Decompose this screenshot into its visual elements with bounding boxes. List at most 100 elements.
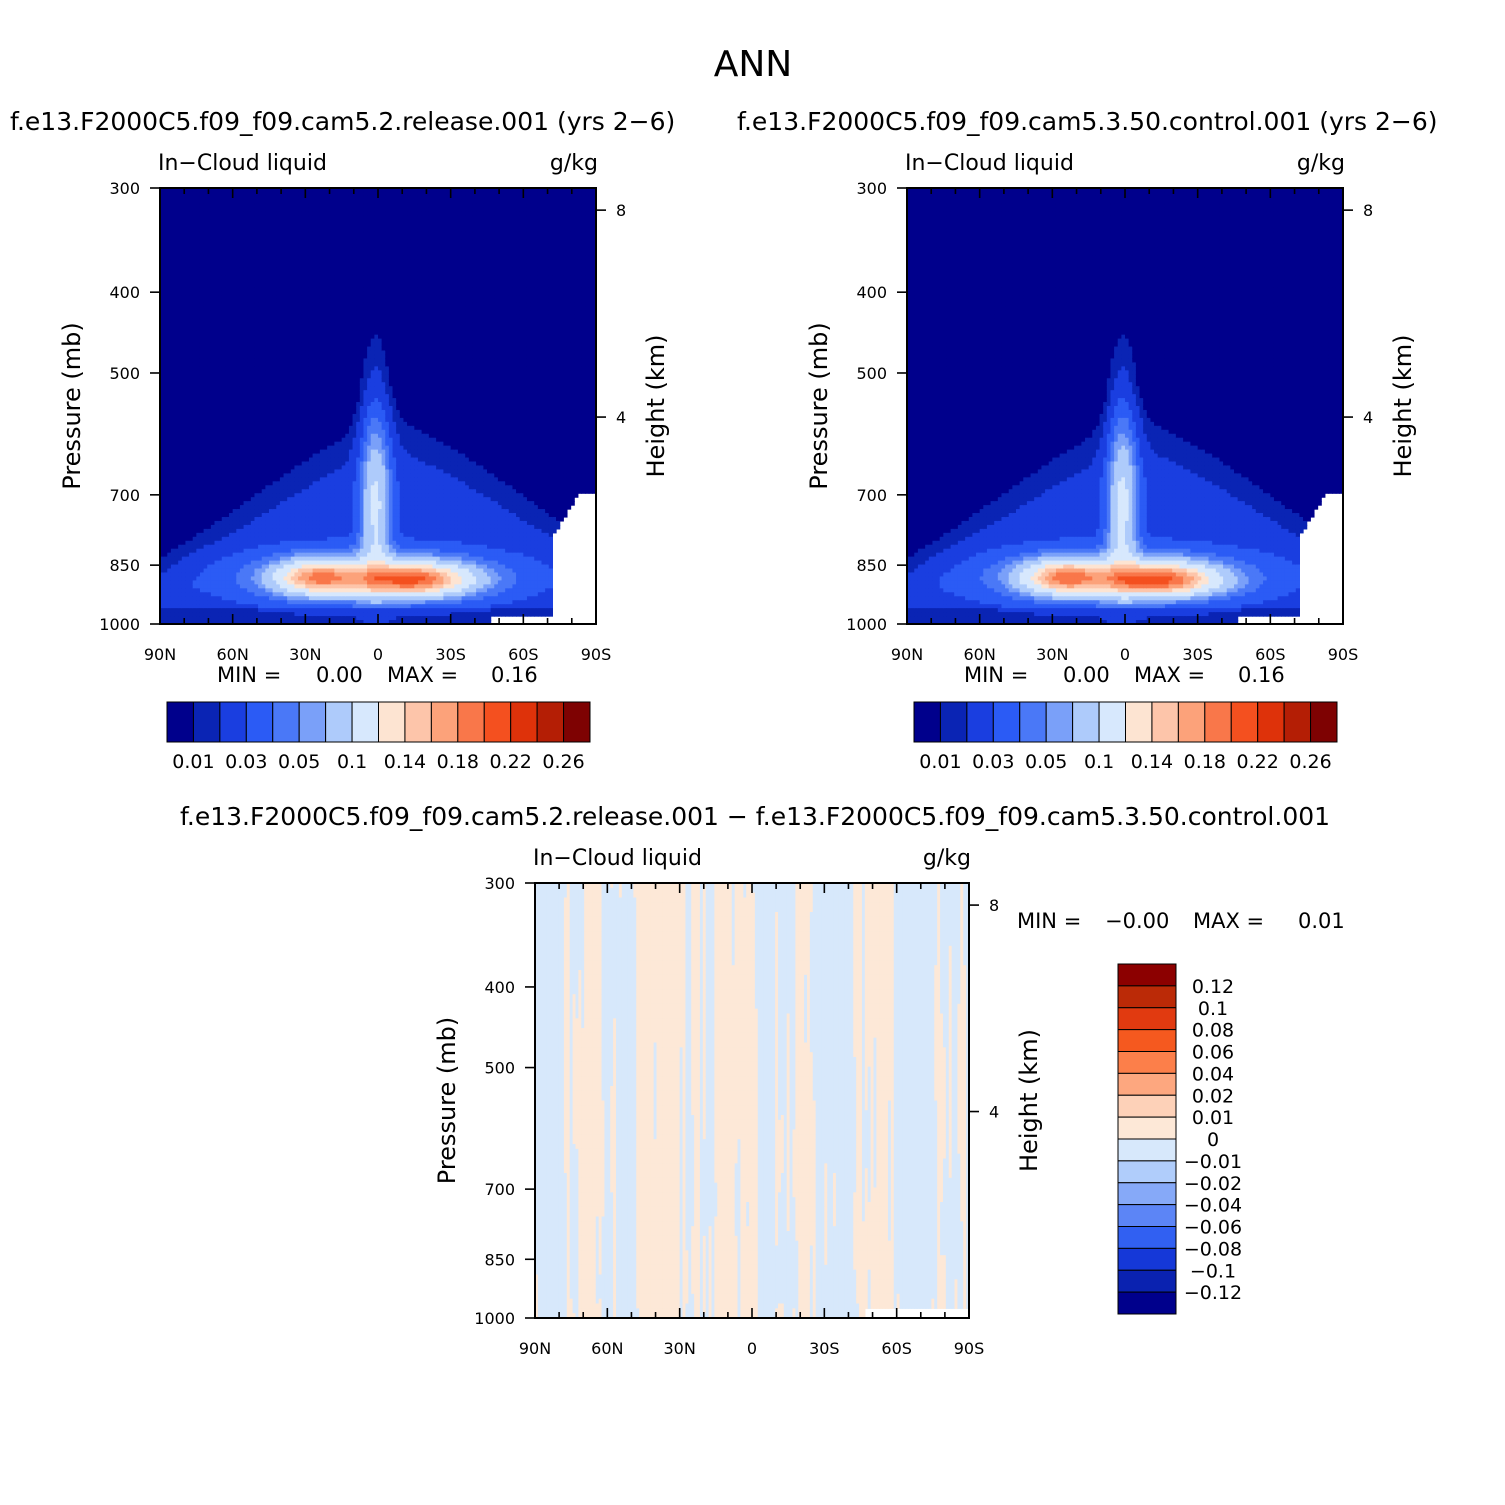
field-cell bbox=[215, 521, 219, 526]
field-cell bbox=[207, 331, 211, 336]
field-cell bbox=[233, 283, 237, 288]
field-cell bbox=[164, 434, 168, 439]
field-cell bbox=[200, 216, 204, 221]
field-cell bbox=[175, 315, 179, 320]
field-cell bbox=[175, 366, 179, 371]
field-cell bbox=[204, 319, 208, 324]
field-cell bbox=[244, 366, 248, 371]
field-cell bbox=[193, 299, 197, 304]
field-cell bbox=[178, 489, 182, 494]
field-cell bbox=[215, 576, 219, 581]
field-cell bbox=[225, 335, 229, 340]
field-cell bbox=[178, 323, 182, 328]
field-cell bbox=[207, 529, 211, 534]
field-cell bbox=[193, 537, 197, 542]
field-cell bbox=[233, 454, 237, 459]
field-cell bbox=[236, 307, 240, 312]
field-cell bbox=[236, 501, 240, 506]
field-cell bbox=[233, 382, 237, 387]
field-cell bbox=[229, 370, 233, 375]
field-cell bbox=[204, 418, 208, 423]
field-cell bbox=[240, 358, 244, 363]
field-cell bbox=[207, 370, 211, 375]
field-cell bbox=[171, 192, 175, 197]
field-cell bbox=[240, 537, 244, 542]
field-cell bbox=[225, 343, 229, 348]
field-cell bbox=[211, 366, 215, 371]
field-cell bbox=[193, 580, 197, 585]
field-cell bbox=[182, 247, 186, 252]
field-cell bbox=[178, 545, 182, 550]
field-cell bbox=[229, 418, 233, 423]
field-cell bbox=[167, 465, 171, 470]
field-cell bbox=[182, 295, 186, 300]
field-cell bbox=[204, 549, 208, 554]
field-cell bbox=[240, 192, 244, 197]
field-cell bbox=[200, 557, 204, 562]
field-cell bbox=[171, 414, 175, 419]
field-cell bbox=[175, 485, 179, 490]
field-cell bbox=[200, 394, 204, 399]
field-cell bbox=[178, 418, 182, 423]
field-cell bbox=[225, 386, 229, 391]
field-cell bbox=[204, 521, 208, 526]
field-cell bbox=[167, 212, 171, 217]
field-cell bbox=[178, 243, 182, 248]
field-cell bbox=[236, 592, 240, 597]
field-cell bbox=[236, 366, 240, 371]
field-cell bbox=[167, 446, 171, 451]
field-cell bbox=[182, 596, 186, 601]
field-cell bbox=[222, 572, 226, 577]
field-cell bbox=[178, 561, 182, 566]
field-cell bbox=[211, 588, 215, 593]
field-cell bbox=[189, 267, 193, 272]
field-cell bbox=[193, 212, 197, 217]
field-cell bbox=[175, 454, 179, 459]
field-cell bbox=[229, 347, 233, 352]
field-cell bbox=[225, 608, 229, 613]
field-cell bbox=[222, 236, 226, 241]
field-cell bbox=[164, 580, 168, 585]
field-cell bbox=[200, 307, 204, 312]
field-cell bbox=[207, 263, 211, 268]
field-cell bbox=[178, 569, 182, 574]
field-cell bbox=[240, 489, 244, 494]
field-cell bbox=[204, 434, 208, 439]
field-cell bbox=[189, 529, 193, 534]
field-cell bbox=[236, 517, 240, 522]
field-cell bbox=[211, 616, 215, 621]
field-cell bbox=[211, 537, 215, 542]
field-cell bbox=[193, 572, 197, 577]
field-cell bbox=[233, 525, 237, 530]
field-cell bbox=[171, 370, 175, 375]
field-cell bbox=[164, 485, 168, 490]
field-cell bbox=[233, 473, 237, 478]
field-cell bbox=[233, 521, 237, 526]
field-cell bbox=[236, 220, 240, 225]
field-cell bbox=[167, 299, 171, 304]
field-cell bbox=[193, 517, 197, 522]
field-cell bbox=[222, 489, 226, 494]
field-cell bbox=[182, 485, 186, 490]
field-cell bbox=[240, 228, 244, 233]
field-cell bbox=[200, 354, 204, 359]
field-cell bbox=[222, 366, 226, 371]
field-cell bbox=[211, 557, 215, 562]
field-cell bbox=[225, 465, 229, 470]
field-cell bbox=[189, 224, 193, 229]
field-cell bbox=[193, 394, 197, 399]
field-cell bbox=[218, 370, 222, 375]
field-cell bbox=[240, 481, 244, 486]
field-cell bbox=[225, 216, 229, 221]
field-cell bbox=[211, 513, 215, 518]
field-cell bbox=[171, 303, 175, 308]
field-cell bbox=[171, 545, 175, 550]
field-cell bbox=[207, 541, 211, 546]
field-cell bbox=[182, 446, 186, 451]
panel-1-title: f.e13.F2000C5.f09_f09.cam5.2.release.001… bbox=[10, 107, 675, 136]
field-cell bbox=[196, 537, 200, 542]
field-cell bbox=[244, 228, 248, 233]
field-cell bbox=[207, 454, 211, 459]
field-cell bbox=[178, 386, 182, 391]
field-cell bbox=[222, 529, 226, 534]
